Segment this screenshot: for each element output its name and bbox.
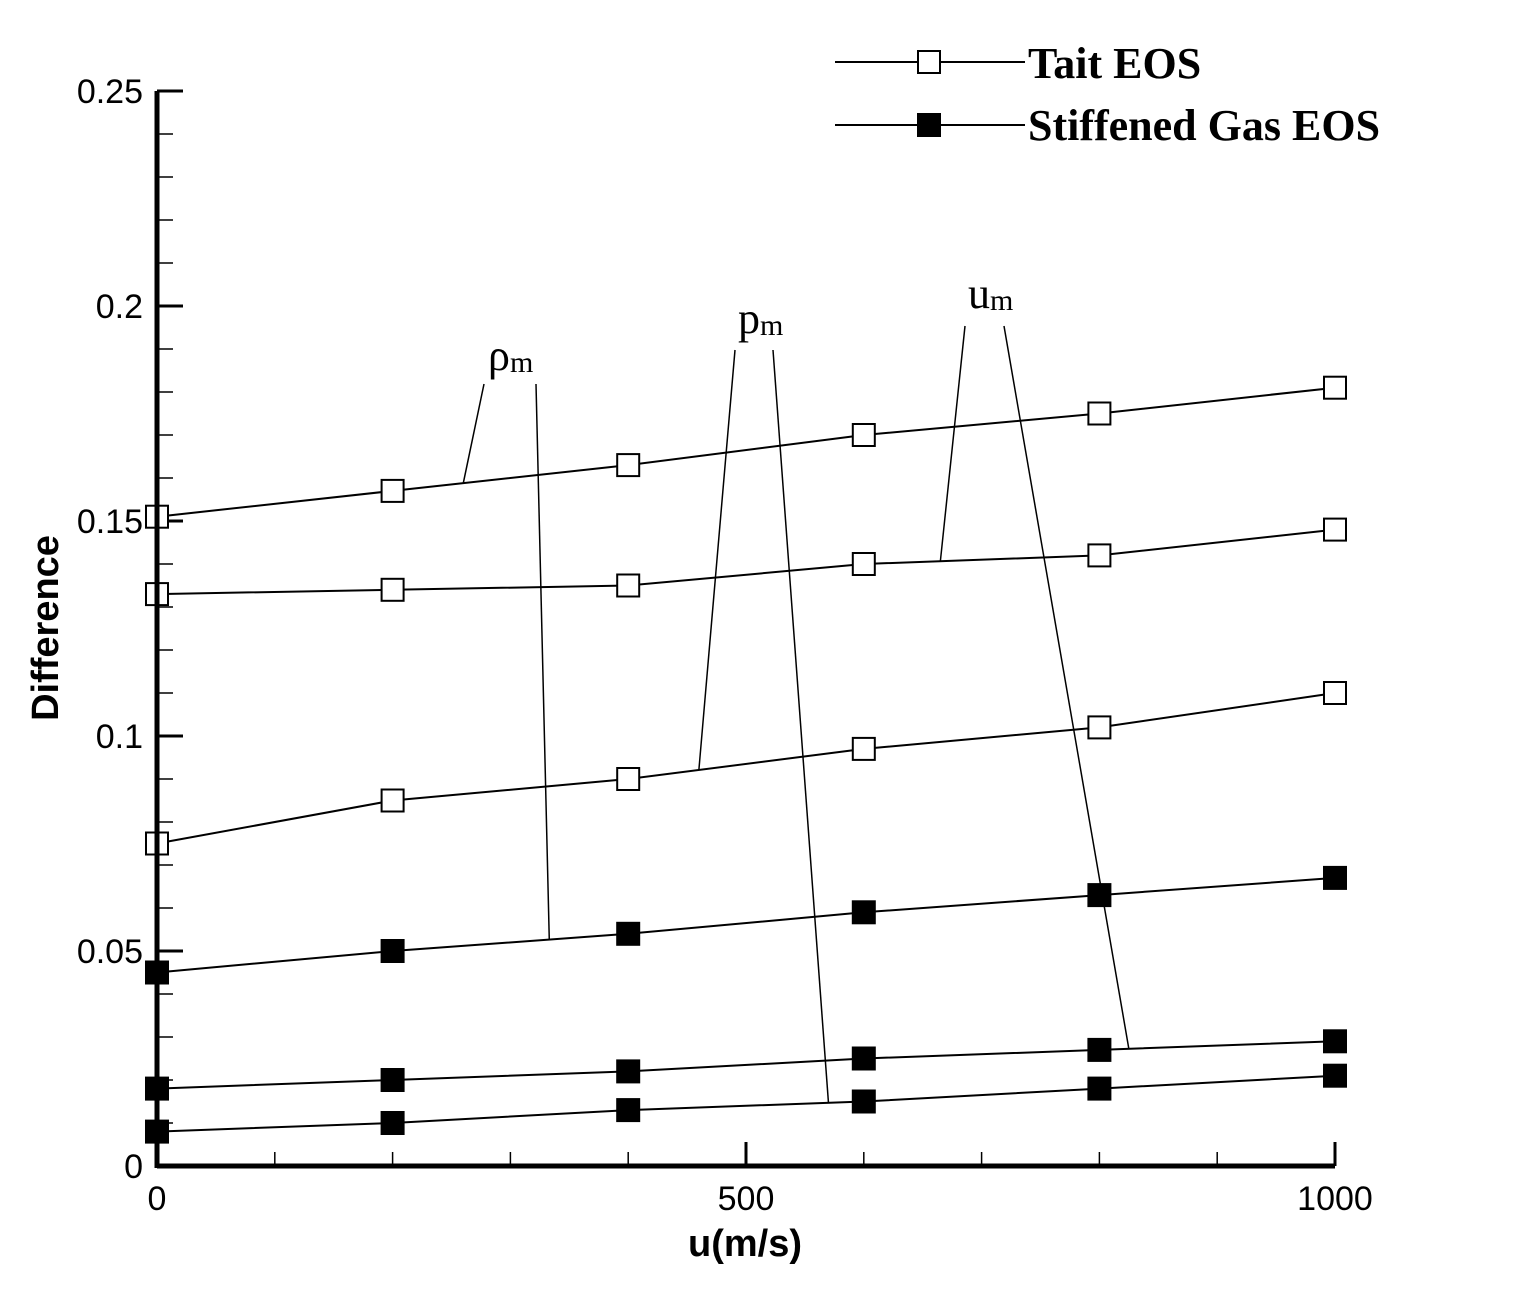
legend-label-stiffened: Stiffened Gas EOS — [1028, 101, 1380, 150]
legend-marker-stiffened — [917, 113, 941, 137]
svg-text:ρm: ρm — [488, 331, 533, 380]
tait-marker — [616, 573, 641, 598]
annotation-leader-u — [939, 325, 966, 562]
annotation-rho-sub: m — [510, 346, 533, 379]
x-axis-title: u(m/s) — [688, 1223, 802, 1265]
tait-marker — [1087, 543, 1112, 568]
stiffened-gas-marker — [851, 1089, 876, 1114]
legend: Tait EOS Stiffened Gas EOS — [835, 39, 1380, 150]
svg-text:pm: pm — [738, 294, 783, 343]
tait-marker — [380, 788, 405, 813]
legend-marker-tait — [917, 50, 941, 74]
svg-text:um: um — [968, 269, 1013, 318]
x-tick-label: 0 — [148, 1180, 167, 1218]
tait-marker — [616, 767, 641, 791]
tait-marker — [1087, 401, 1112, 426]
y-tick-label: 0.2 — [96, 288, 143, 326]
tait-marker — [851, 552, 876, 576]
y-axis-title: Difference — [25, 535, 67, 721]
series-layer — [145, 375, 1347, 1144]
tait-marker — [1323, 375, 1347, 400]
tait-marker — [380, 577, 405, 602]
y-tick-label: 0.25 — [77, 73, 143, 111]
annotation-leader-p — [772, 349, 830, 1103]
stiffened-gas-marker — [1087, 1037, 1112, 1062]
axes — [154, 91, 1335, 1169]
x-tick-label: 500 — [718, 1180, 775, 1218]
y-tick-label: 0.15 — [77, 503, 143, 541]
annotation-u: um — [968, 269, 1013, 318]
annotation-u-base: u — [968, 269, 990, 318]
stiffened-gas-marker — [1087, 883, 1112, 908]
series-line — [156, 1040, 1336, 1090]
annotation-leader-rho — [462, 383, 485, 484]
y-tick-label: 0.05 — [77, 933, 143, 971]
tait-marker — [851, 736, 876, 761]
tait-marker — [1323, 517, 1347, 542]
series-line — [156, 876, 1336, 974]
annotation-p: pm — [738, 294, 783, 343]
stiffened-gas-marker — [1323, 1063, 1347, 1088]
series-line — [156, 1074, 1336, 1133]
annotation-leader-u — [1003, 325, 1130, 1049]
series-line — [156, 692, 1336, 845]
stiffened-gas-marker — [1087, 1076, 1112, 1101]
series-line — [156, 528, 1336, 596]
stiffened-gas-marker — [616, 1098, 641, 1123]
ticks-layer — [155, 89, 1337, 1168]
annotation-rho-base: ρ — [488, 331, 510, 380]
stiffened-gas-marker — [851, 900, 876, 925]
tait-marker — [1323, 681, 1347, 705]
stiffened-gas-marker — [380, 939, 405, 963]
stiffened-gas-marker — [616, 1059, 641, 1084]
stiffened-gas-marker — [851, 1046, 876, 1071]
annotation-leader-p — [698, 349, 736, 771]
legend-label-tait: Tait EOS — [1028, 39, 1201, 88]
stiffened-gas-marker — [1323, 1029, 1347, 1054]
tait-marker — [616, 453, 641, 478]
stiffened-gas-marker — [1323, 865, 1347, 890]
annotation-rho: ρm — [488, 331, 533, 380]
annotation-leader-rho — [535, 383, 551, 940]
stiffened-gas-marker — [380, 1111, 405, 1135]
y-tick-label: 0.1 — [96, 718, 143, 756]
y-tick-label: 0 — [124, 1148, 143, 1186]
tick-labels: 0 500 1000 0 0.05 0.1 0.15 0.2 0.25 — [77, 73, 1373, 1218]
annotation-p-sub: m — [760, 309, 783, 342]
tait-marker — [851, 423, 876, 447]
tait-marker — [380, 478, 405, 503]
annotation-u-sub: m — [990, 284, 1013, 317]
x-tick-label: 1000 — [1297, 1180, 1373, 1218]
annotation-leaders — [462, 325, 1130, 1103]
tait-marker — [1087, 715, 1112, 740]
stiffened-gas-marker — [380, 1068, 405, 1092]
series-line — [156, 386, 1336, 518]
stiffened-gas-marker — [616, 921, 641, 946]
annotation-p-base: p — [738, 294, 760, 343]
